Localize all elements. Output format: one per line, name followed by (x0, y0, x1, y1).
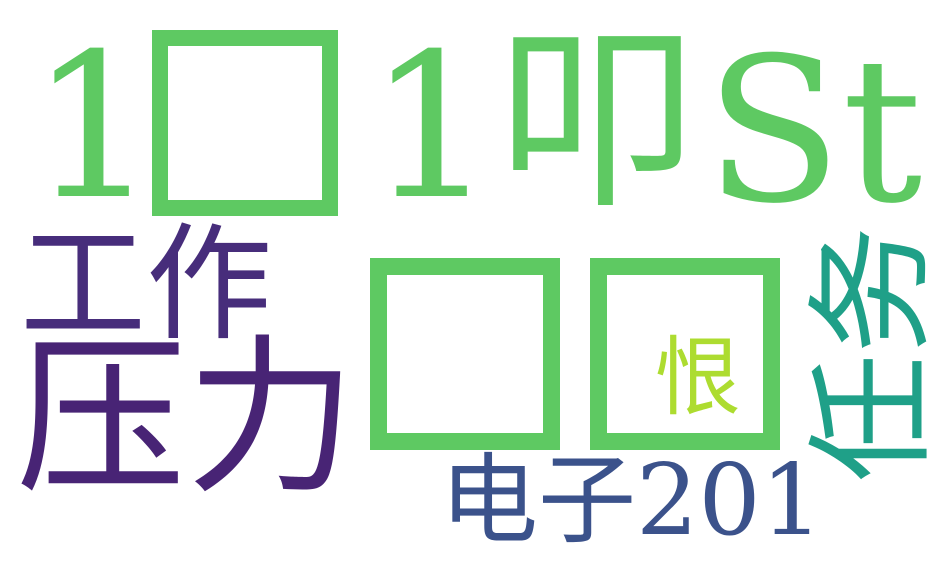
word-1-a: 1 (30, 11, 158, 244)
missing-glyph-box (370, 258, 560, 450)
word-kou: 叩 (498, 5, 696, 236)
word-gongzuo: 工作 (20, 211, 272, 358)
word-1-b: 1 (368, 11, 496, 244)
word-st: St (705, 15, 923, 248)
word-hen: 恨 (655, 328, 741, 428)
missing-glyph-box (590, 258, 780, 450)
word-renwu: 任务 (798, 225, 929, 483)
word-dianzi-201: 电子201 (440, 444, 824, 558)
word-yali: 压力 (16, 320, 357, 518)
missing-glyph-box (152, 30, 338, 216)
